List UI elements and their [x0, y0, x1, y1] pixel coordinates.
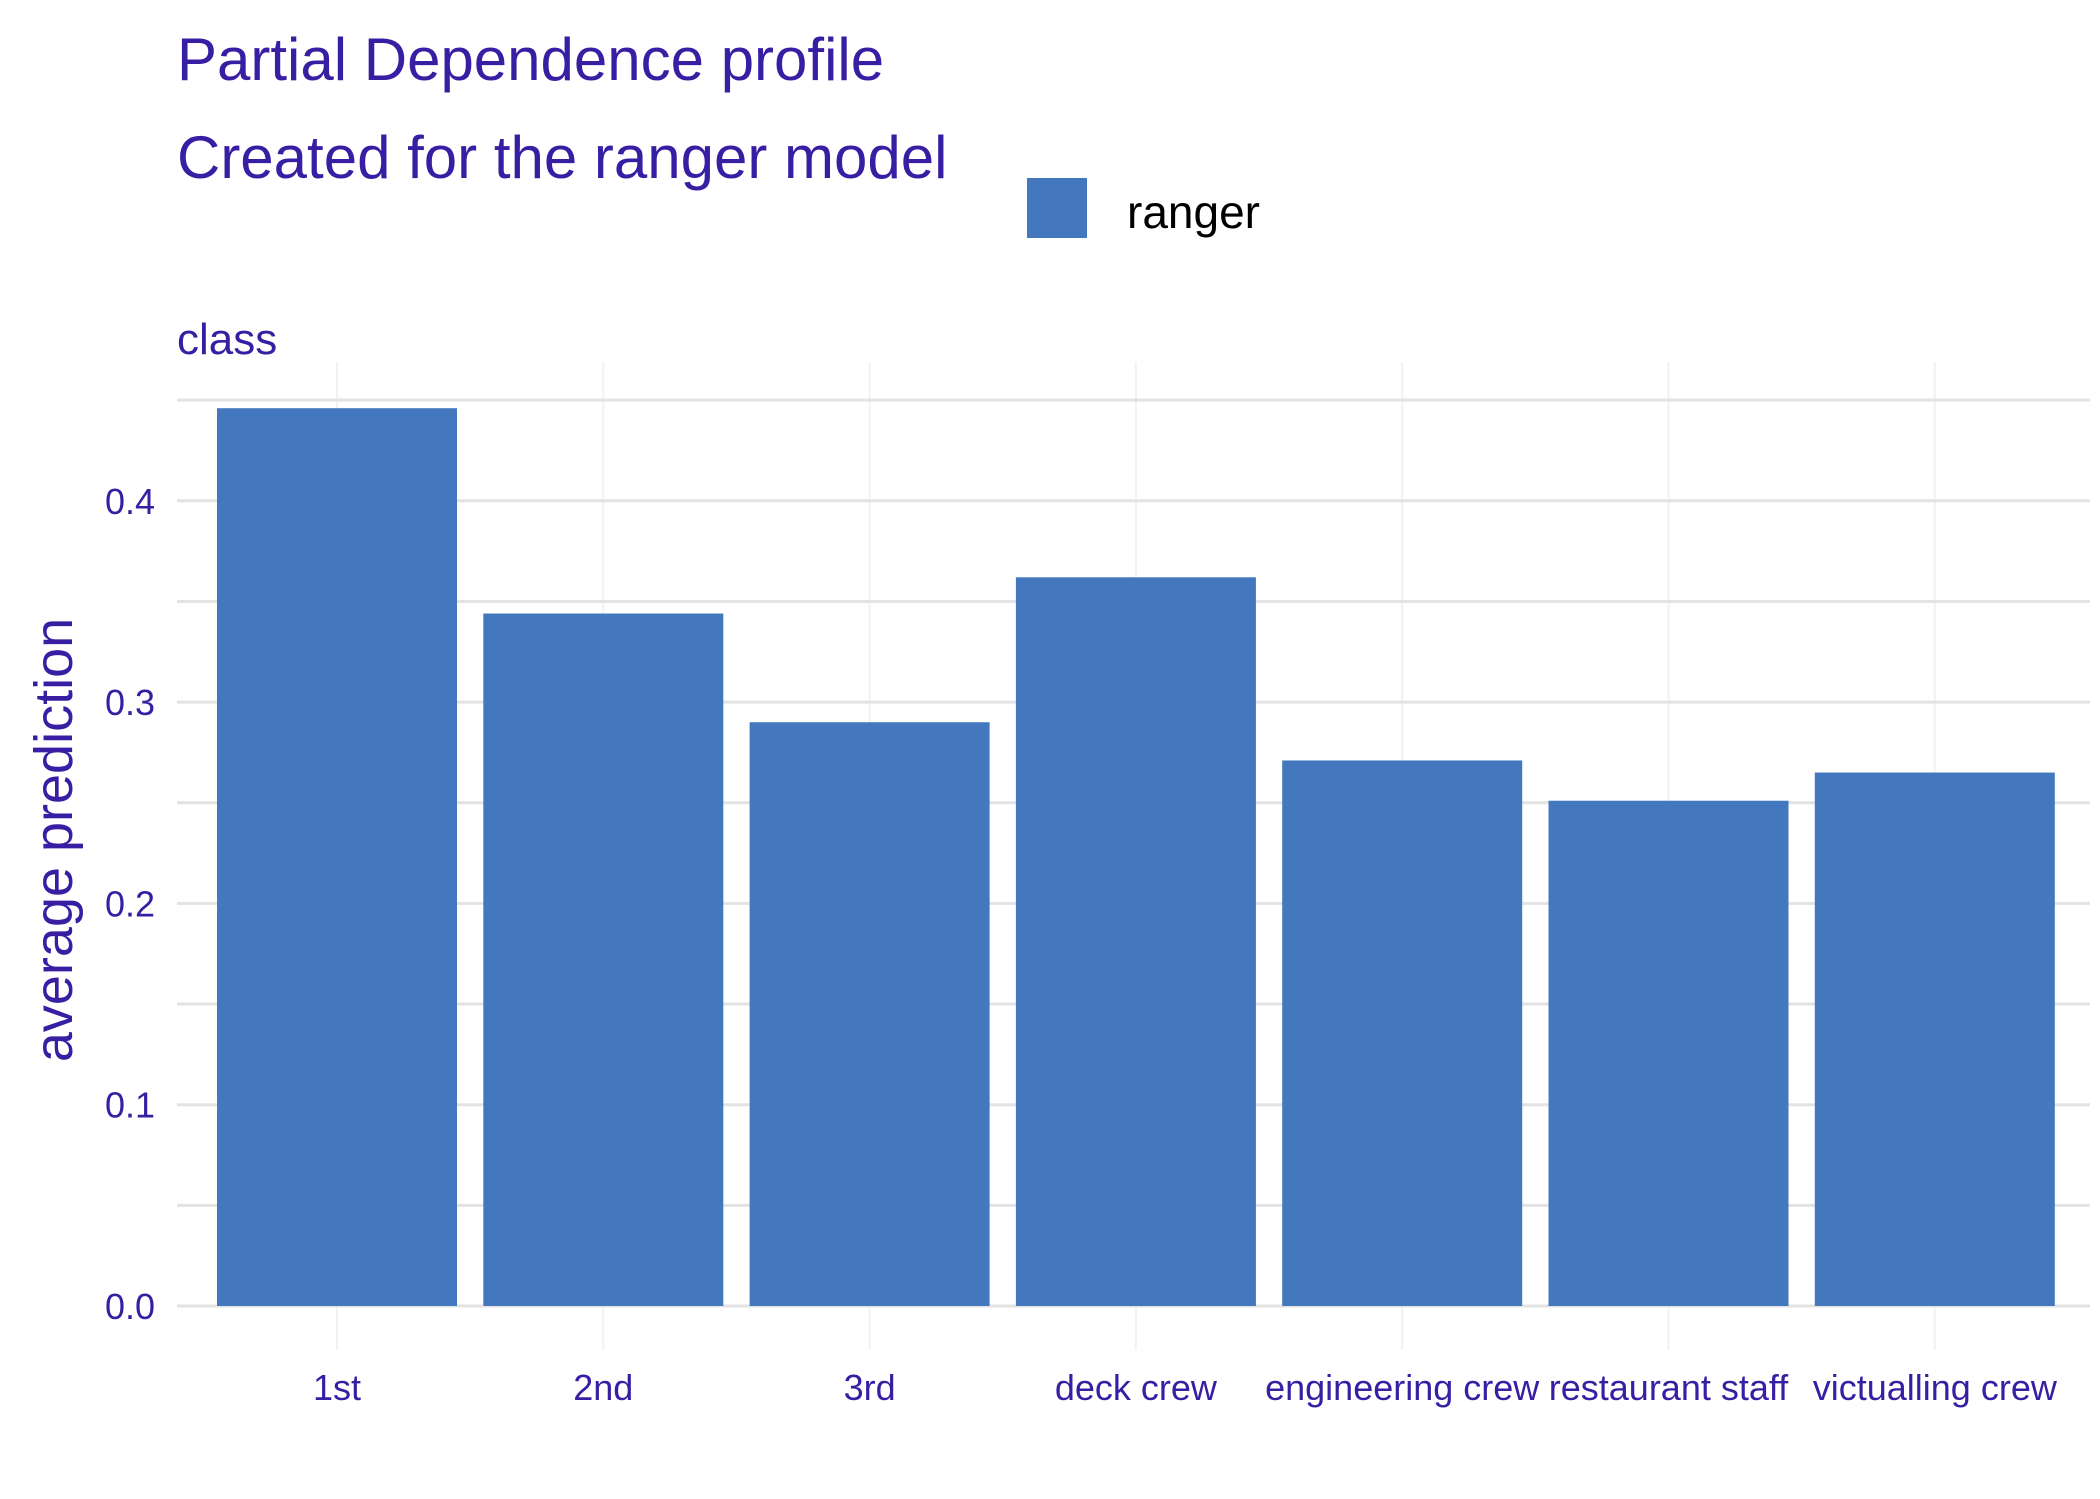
- bar-deck-crew: [1015, 577, 1256, 1306]
- bar-victualling-crew: [1814, 772, 2055, 1306]
- y-tick-label: 0.4: [105, 481, 155, 522]
- x-tick-label: 1st: [313, 1367, 361, 1408]
- x-tick-label: deck crew: [1055, 1367, 1218, 1408]
- chart-title: Partial Dependence profile: [177, 26, 885, 93]
- y-tick-label: 0.0: [105, 1286, 155, 1327]
- bar-engineering-crew: [1282, 760, 1523, 1306]
- legend-swatch-ranger: [1027, 178, 1087, 238]
- y-tick-label: 0.2: [105, 883, 155, 924]
- y-tick-label: 0.3: [105, 682, 155, 723]
- x-tick-label: engineering crew: [1265, 1367, 1540, 1408]
- x-tick-label: restaurant staff: [1549, 1367, 1789, 1408]
- bar-1st: [217, 408, 457, 1306]
- axes: class average prediction 0.0 0.1 0.2 0.3 0.4…: [24, 315, 2058, 1408]
- x-tick-label: 2nd: [573, 1367, 633, 1408]
- x-tick-label: 3rd: [844, 1367, 896, 1408]
- chart-subtitle: Created for the ranger model: [177, 124, 948, 191]
- panel-title: class: [177, 315, 277, 364]
- bars: [217, 408, 2055, 1306]
- bar-3rd: [749, 722, 990, 1306]
- y-axis-label: average prediction: [24, 618, 84, 1062]
- bar-2nd: [483, 613, 724, 1306]
- y-tick-label: 0.1: [105, 1085, 155, 1126]
- bar-restaurant-staff: [1548, 800, 1789, 1306]
- legend-label-ranger: ranger: [1127, 186, 1260, 238]
- x-tick-label: victualling crew: [1813, 1367, 2058, 1408]
